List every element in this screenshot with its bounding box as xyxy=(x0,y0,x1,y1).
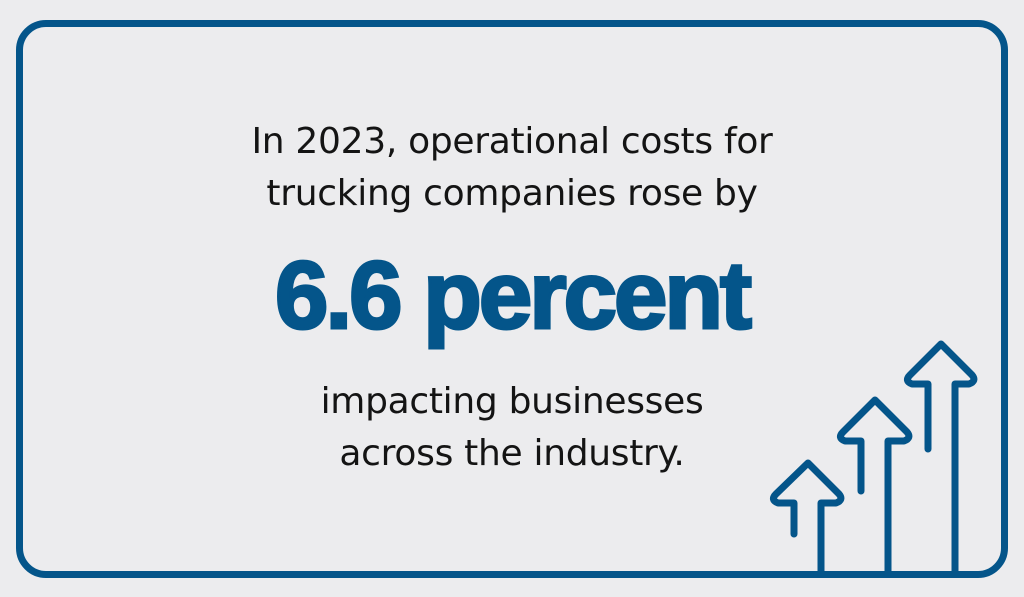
highlight-statistic: 6.6 percent xyxy=(274,242,754,349)
rising-arrows-icon xyxy=(769,340,978,578)
intro-text: In 2023, operational costs for trucking … xyxy=(0,116,1024,220)
outro-line-2: across the industry. xyxy=(339,433,685,474)
outro-text: impacting businesses across the industry… xyxy=(0,376,1024,480)
intro-line-1: In 2023, operational costs for xyxy=(251,121,773,162)
outro-line-1: impacting businesses xyxy=(320,381,704,422)
infographic-card xyxy=(16,20,1008,578)
intro-line-2: trucking companies rose by xyxy=(266,173,758,214)
